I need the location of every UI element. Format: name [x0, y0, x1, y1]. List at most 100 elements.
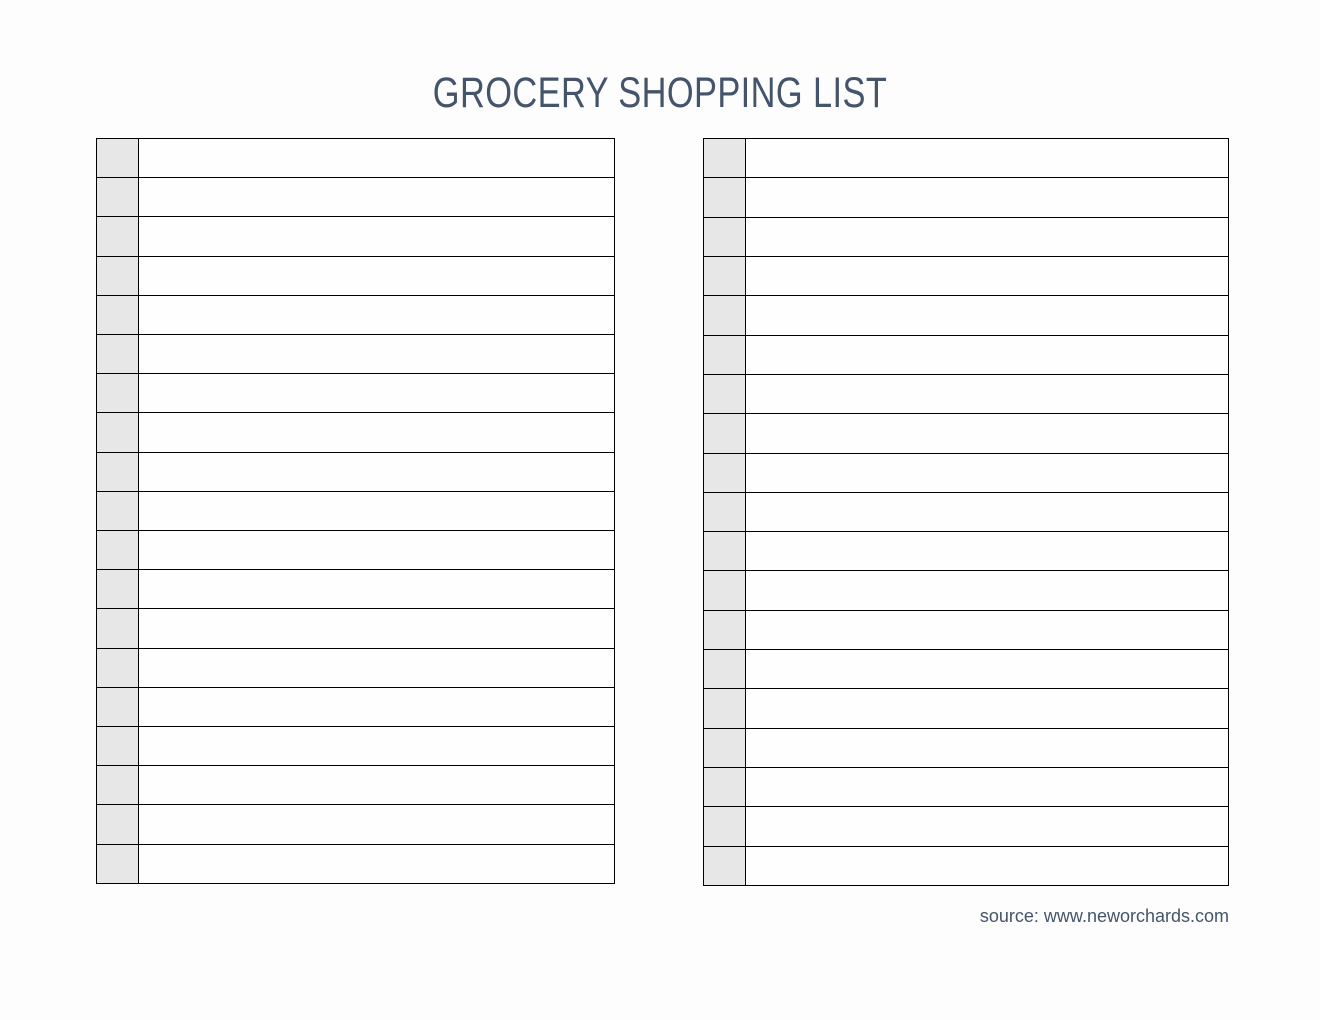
table-row — [703, 137, 1229, 179]
grocery-list-table-left — [96, 137, 615, 885]
item-cell — [138, 686, 615, 728]
item-cell — [138, 177, 615, 218]
item-cell — [745, 727, 1229, 769]
checkbox-cell — [703, 806, 746, 847]
table-row — [703, 334, 1229, 375]
table-row — [96, 686, 615, 728]
grocery-list-table-right — [703, 137, 1229, 887]
table-row — [703, 177, 1229, 218]
item-cell — [745, 766, 1229, 808]
item-cell — [138, 373, 615, 414]
item-cell — [745, 373, 1229, 415]
table-row — [703, 452, 1229, 493]
item-cell — [745, 413, 1229, 454]
table-row — [96, 451, 615, 492]
checkbox-cell — [703, 177, 746, 218]
item-cell — [138, 451, 615, 492]
table-row — [703, 766, 1229, 808]
table-row — [703, 609, 1229, 651]
item-cell — [138, 569, 615, 610]
checkbox-cell — [96, 255, 139, 296]
item-cell — [138, 216, 615, 257]
table-row — [703, 255, 1229, 297]
item-cell — [138, 647, 615, 688]
table-row — [703, 295, 1229, 336]
table-row — [703, 491, 1229, 533]
checkbox-cell — [703, 216, 746, 257]
checkbox-cell — [703, 531, 746, 572]
table-row — [703, 688, 1229, 729]
checkbox-cell — [96, 334, 139, 375]
table-row — [703, 373, 1229, 415]
item-cell — [138, 843, 615, 885]
item-cell — [745, 177, 1229, 218]
table-row — [96, 412, 615, 453]
checkbox-cell — [703, 491, 746, 533]
checkbox-cell — [96, 569, 139, 610]
table-row — [96, 608, 615, 649]
table-row — [703, 216, 1229, 257]
table-row — [703, 531, 1229, 572]
checkbox-cell — [96, 530, 139, 571]
table-row — [96, 804, 615, 845]
checkbox-cell — [703, 845, 746, 887]
checkbox-cell — [96, 177, 139, 218]
checkbox-cell — [96, 843, 139, 885]
checkbox-cell — [703, 570, 746, 611]
item-cell — [745, 452, 1229, 493]
item-cell — [138, 412, 615, 453]
item-cell — [745, 688, 1229, 729]
table-row — [96, 569, 615, 610]
checkbox-cell — [703, 452, 746, 493]
item-cell — [138, 530, 615, 571]
checkbox-cell — [703, 413, 746, 454]
item-cell — [745, 295, 1229, 336]
checkbox-cell — [96, 137, 139, 179]
item-cell — [745, 216, 1229, 257]
item-cell — [138, 490, 615, 532]
table-row — [96, 765, 615, 806]
table-row — [96, 137, 615, 179]
checkbox-cell — [96, 373, 139, 414]
grocery-list-right-body — [703, 137, 1229, 887]
item-cell — [745, 491, 1229, 533]
table-row — [96, 373, 615, 414]
checkbox-cell — [96, 412, 139, 453]
item-cell — [138, 294, 615, 336]
item-cell — [138, 137, 615, 179]
item-cell — [138, 765, 615, 806]
item-cell — [745, 845, 1229, 887]
table-row — [96, 216, 615, 257]
checkbox-cell — [96, 647, 139, 688]
checkbox-cell — [96, 765, 139, 806]
checkbox-cell — [96, 804, 139, 845]
table-row — [703, 413, 1229, 454]
checkbox-cell — [703, 727, 746, 769]
table-row — [96, 530, 615, 571]
checkbox-cell — [703, 334, 746, 375]
table-row — [703, 845, 1229, 887]
table-row — [96, 726, 615, 767]
item-cell — [138, 334, 615, 375]
item-cell — [745, 570, 1229, 611]
item-cell — [138, 255, 615, 296]
item-cell — [745, 137, 1229, 179]
item-cell — [745, 609, 1229, 651]
checkbox-cell — [96, 216, 139, 257]
item-cell — [745, 806, 1229, 847]
checkbox-cell — [703, 295, 746, 336]
checkbox-cell — [703, 766, 746, 808]
checkbox-cell — [703, 688, 746, 729]
checkbox-cell — [96, 726, 139, 767]
table-row — [703, 806, 1229, 847]
table-row — [96, 843, 615, 885]
item-cell — [745, 531, 1229, 572]
page-title: GROCERY SHOPPING LIST — [0, 72, 1320, 115]
checkbox-cell — [96, 294, 139, 336]
checkbox-cell — [703, 373, 746, 415]
table-row — [96, 490, 615, 532]
source-attribution: source: www.neworchards.com — [979, 906, 1229, 926]
checkbox-cell — [703, 609, 746, 651]
item-cell — [745, 334, 1229, 375]
grocery-list-left-body — [96, 137, 615, 885]
